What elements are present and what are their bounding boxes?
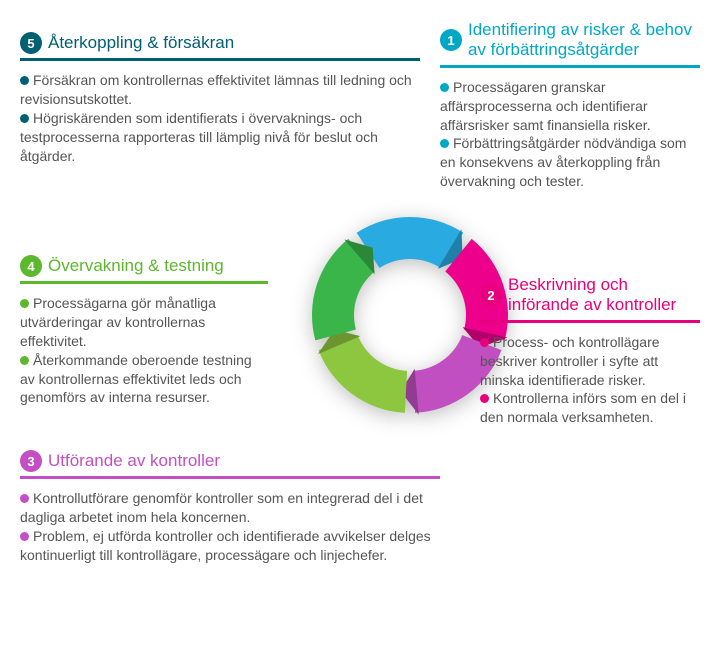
section-2: 2 Beskrivning och införande av kontrolle… [480,275,700,427]
section-4-header: 4 Övervakning & testning [20,255,268,284]
section-5-header: 5 Återkoppling & försäkran [20,32,420,61]
section-2-bullet-1: Process- och kontrollägare beskriver kon… [480,334,660,388]
section-5: 5 Återkoppling & försäkran Försäkran om … [20,32,420,165]
badge-1: 1 [440,29,462,51]
section-1-header: 1 Identifiering av risker & behov av för… [440,20,700,68]
section-1: 1 Identifiering av risker & behov av för… [440,20,700,191]
section-1-bullet-1: Processägaren granskar affärsprocesserna… [440,79,651,133]
section-4-body: Processägarna gör månatliga utvärderinga… [20,294,268,407]
infographic-container: 5 Återkoppling & försäkran Försäkran om … [20,20,689,625]
section-4-bullet-2: Återkommande oberoende testning av kontr… [20,352,252,406]
section-3-title: Utförande av kontroller [48,451,220,471]
section-3: 3 Utförande av kontroller Kontrollutföra… [20,450,440,565]
section-2-body: Process- och kontrollägare beskriver kon… [480,333,700,427]
section-5-bullet-1: Försäkran om kontrollernas effektivitet … [20,72,412,107]
section-3-bullet-2: Problem, ej utförda kontroller och ident… [20,528,431,563]
bullet-icon [440,139,449,148]
section-2-title: Beskrivning och införande av kontroller [508,275,700,316]
section-3-bullet-1: Kontrollutförare genomför kontroller som… [20,490,423,525]
bullet-icon [20,299,29,308]
badge-2: 2 [480,284,502,306]
section-1-title: Identifiering av risker & behov av förbä… [468,20,700,61]
section-1-bullet-2: Förbättringsåtgärder nödvändiga som en k… [440,135,686,189]
bullet-icon [20,356,29,365]
section-2-bullet-2: Kontrollerna införs som en del i den nor… [480,390,686,425]
bullet-icon [480,338,489,347]
section-2-header: 2 Beskrivning och införande av kontrolle… [480,275,700,323]
bullet-icon [20,494,29,503]
bullet-icon [440,83,449,92]
section-3-body: Kontrollutförare genomför kontroller som… [20,489,440,565]
bullet-icon [20,532,29,541]
section-4-title: Övervakning & testning [48,256,224,276]
section-5-bullet-2: Högriskärenden som identifierats i överv… [20,110,378,164]
badge-4: 4 [20,255,42,277]
section-5-body: Försäkran om kontrollernas effektivitet … [20,71,420,165]
badge-3: 3 [20,450,42,472]
section-5-title: Återkoppling & försäkran [48,33,234,53]
bullet-icon [20,114,29,123]
bullet-icon [480,394,489,403]
section-4-bullet-1: Processägarna gör månatliga utvärderinga… [20,295,216,349]
badge-5: 5 [20,32,42,54]
section-3-header: 3 Utförande av kontroller [20,450,440,479]
bullet-icon [20,76,29,85]
section-4: 4 Övervakning & testning Processägarna g… [20,255,268,407]
section-1-body: Processägaren granskar affärsprocesserna… [440,78,700,191]
